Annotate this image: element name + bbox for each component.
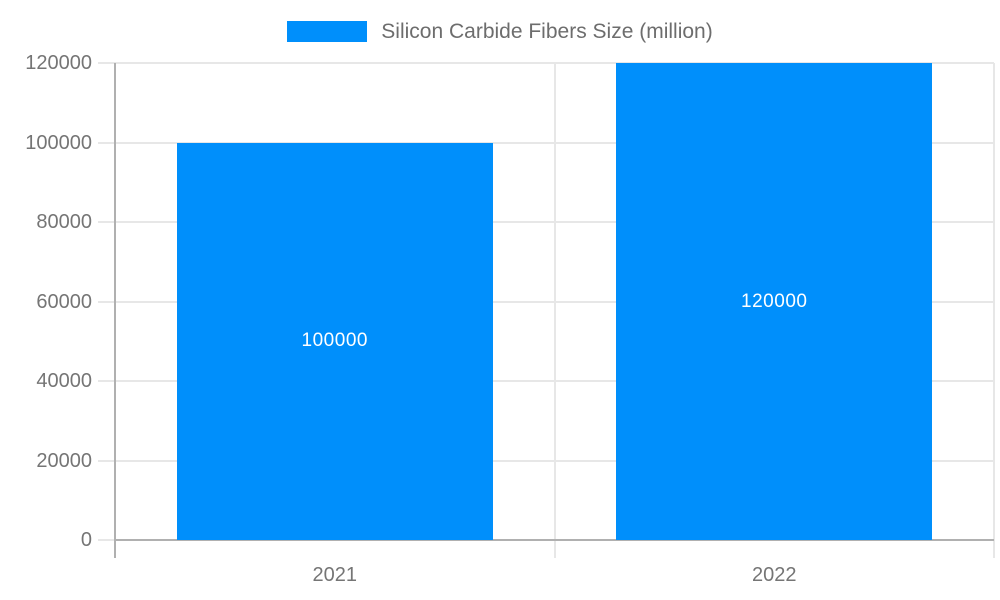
bar-value-label: 100000 bbox=[301, 330, 368, 352]
y-axis-tick-label: 80000 bbox=[36, 211, 92, 233]
y-axis-tick-label: 100000 bbox=[25, 131, 92, 154]
legend-label: Silicon Carbide Fibers Size (million) bbox=[381, 20, 713, 43]
x-axis-tick-label: 2022 bbox=[752, 564, 797, 586]
y-axis-tick-label: 120000 bbox=[25, 52, 92, 74]
y-gridline bbox=[98, 221, 994, 223]
legend-swatch-icon bbox=[287, 21, 368, 42]
y-axis-line bbox=[114, 63, 116, 558]
y-gridline bbox=[98, 300, 994, 303]
category-boundary-gridline bbox=[553, 63, 556, 558]
y-axis-tick-label: 40000 bbox=[36, 370, 92, 392]
y-axis-tick-label: 60000 bbox=[36, 290, 92, 313]
category-boundary-gridline bbox=[993, 63, 995, 558]
x-axis-tick-label: 2021 bbox=[312, 564, 358, 586]
y-gridline bbox=[98, 459, 994, 462]
y-gridline bbox=[98, 62, 994, 64]
bar-2021[interactable]: 100000 bbox=[176, 142, 493, 540]
y-axis-tick-label: 20000 bbox=[36, 449, 92, 472]
y-gridline bbox=[98, 141, 994, 144]
y-axis-tick-label: 0 bbox=[80, 529, 92, 551]
bar-2022[interactable]: 120000 bbox=[616, 63, 933, 540]
bar-value-label: 120000 bbox=[741, 290, 808, 312]
y-gridline bbox=[98, 380, 994, 382]
x-axis-line bbox=[114, 539, 994, 541]
legend[interactable]: Silicon Carbide Fibers Size (million) bbox=[0, 21, 1000, 42]
